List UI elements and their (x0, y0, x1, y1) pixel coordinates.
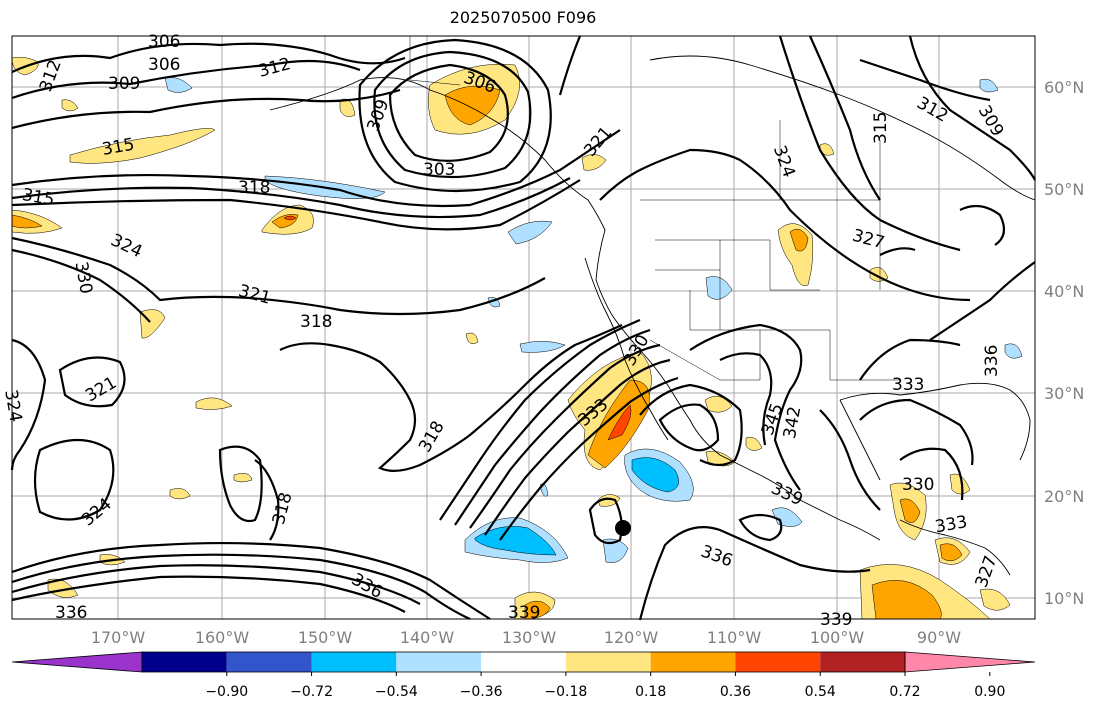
warm-patch (169, 488, 191, 500)
warm-patch (581, 154, 607, 171)
warm-patch (465, 332, 479, 344)
longitude-ticks: 170°W 160°W 150°W 140°W 130°W 120°W 110°W 100°W… (91, 628, 961, 647)
colorbar-segment (226, 652, 312, 672)
longitude-tick-label: 90°W (917, 628, 961, 647)
storm-marker (615, 520, 631, 536)
longitude-tick-label: 160°W (195, 628, 250, 647)
colorbar (11, 651, 1036, 673)
warm-patch (949, 473, 971, 495)
colorbar-ticks: −0.90 −0.72 −0.54 −0.36 −0.18 0.18 0.36 0.54 0.7… (205, 672, 1005, 700)
colorbar-min-extend (11, 651, 143, 673)
contour-label: 324 (0, 388, 25, 423)
colorbar-segment (650, 652, 736, 672)
cool-patch (705, 276, 733, 300)
latitude-tick-label: 60°N (1044, 78, 1084, 97)
colorbar-tick-label: 0.18 (635, 684, 666, 700)
longitude-tick-label: 130°W (502, 628, 557, 647)
contour-label: 309 (108, 74, 140, 94)
warm-patch (597, 494, 621, 507)
contour-lines (10, 35, 1036, 621)
cool-patch (474, 526, 557, 556)
longitude-tick-label: 100°W (810, 628, 865, 647)
longitude-tick-label: 110°W (707, 628, 762, 647)
colorbar-segment (735, 652, 821, 672)
contour-label: 306 (148, 55, 180, 75)
latitude-ticks: 60°N 50°N 40°N 30°N 20°N 10°N (1044, 78, 1084, 608)
colorbar-segment (142, 652, 227, 672)
longitude-tick-label: 150°W (298, 628, 353, 647)
colorbar-segment (820, 652, 905, 672)
colorbar-segment (311, 652, 397, 672)
contour-label: 306 (148, 32, 180, 52)
latitude-tick-label: 40°N (1044, 282, 1084, 301)
colorbar-segment (565, 652, 651, 672)
contour-label: 336 (982, 345, 1002, 377)
warm-patch (69, 128, 216, 164)
shading-layer (11, 56, 1023, 620)
colorbar-tick-label: 0.54 (805, 684, 836, 700)
longitude-tick-label: 170°W (91, 628, 146, 647)
contour-label: 330 (902, 475, 934, 495)
contour-label: 318 (238, 178, 270, 198)
contour-label: 333 (892, 375, 924, 395)
colorbar-tick-label: 0.90 (974, 684, 1005, 700)
warm-patch (11, 214, 43, 229)
cool-patch (631, 457, 679, 493)
contour-label: 339 (508, 603, 540, 623)
warm-patch (789, 228, 809, 252)
cool-patch (602, 538, 629, 563)
warm-patch (899, 498, 921, 523)
cool-patch (519, 341, 566, 353)
coastlines (269, 55, 1036, 576)
warm-patch (233, 473, 253, 483)
latitude-tick-label: 20°N (1044, 487, 1084, 506)
warm-patch (939, 543, 963, 562)
colorbar-tick-label: −0.72 (290, 684, 333, 700)
warm-patch (195, 397, 233, 410)
hot-patch (283, 215, 297, 221)
colorbar-segment (481, 652, 566, 672)
hot-patch (607, 404, 632, 441)
contour-label: 318 (300, 312, 332, 332)
warm-patch (61, 99, 79, 112)
warm-patch (871, 580, 942, 620)
colorbar-tick-label: −0.18 (544, 684, 587, 700)
warm-patch (869, 267, 889, 282)
colorbar-max-extend (904, 651, 1036, 673)
warm-patch (444, 85, 501, 126)
latitude-tick-label: 50°N (1044, 180, 1084, 199)
colorbar-tick-label: 0.72 (889, 684, 920, 700)
latitude-tick-label: 10°N (1044, 589, 1084, 608)
map-title: 2025070500 F096 (449, 8, 597, 27)
colorbar-tick-label: −0.54 (375, 684, 418, 700)
cool-patch (1004, 343, 1023, 359)
warm-patch (979, 588, 1011, 611)
cool-patch (979, 78, 999, 93)
colorbar-tick-label: −0.90 (205, 684, 248, 700)
colorbar-outline (141, 651, 906, 673)
colorbar-segment (396, 652, 482, 672)
contour-label: 336 (55, 603, 87, 623)
colorbar-tick-label: −0.36 (460, 684, 503, 700)
contour-label: 315 (871, 112, 891, 144)
warm-patch (745, 436, 763, 451)
latitude-tick-label: 30°N (1044, 384, 1084, 403)
colorbar-tick-label: 0.36 (720, 684, 751, 700)
contour-label: 303 (423, 160, 455, 180)
contour-label: 339 (820, 610, 852, 630)
longitude-tick-label: 140°W (400, 628, 455, 647)
map-frame (11, 35, 1036, 620)
cool-patch (507, 220, 553, 245)
warm-patch (704, 395, 733, 413)
cool-patch (164, 77, 193, 93)
longitude-tick-label: 120°W (604, 628, 659, 647)
